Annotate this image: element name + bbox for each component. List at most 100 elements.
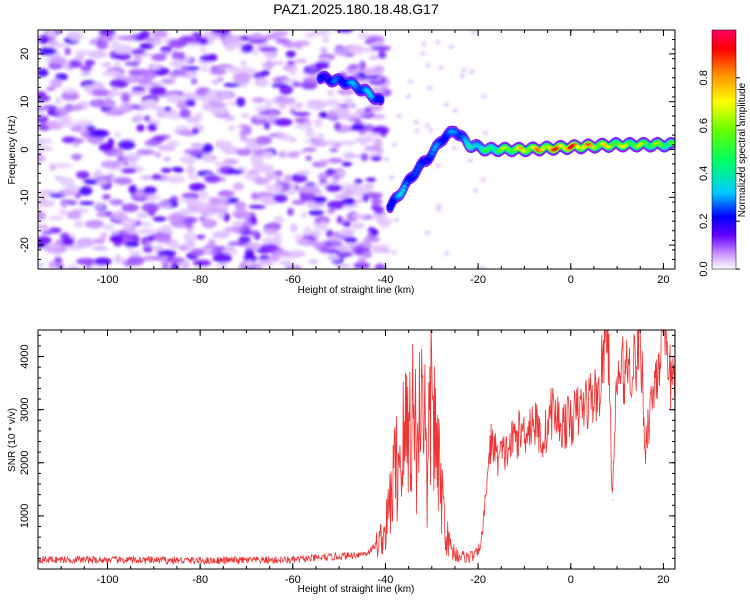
- noise-blob: [84, 59, 96, 66]
- noise-blob: [109, 198, 124, 206]
- noise-blob: [264, 200, 274, 206]
- noise-blob: [364, 145, 382, 152]
- noise-blob: [338, 140, 357, 146]
- noise-blob: [196, 95, 206, 101]
- snr-point: [616, 377, 618, 379]
- x-tick-label: -40: [378, 574, 394, 586]
- noise-blob: [468, 158, 474, 163]
- noise-blob: [204, 174, 222, 184]
- noise-blob: [67, 264, 79, 269]
- noise-blob: [59, 199, 77, 204]
- noise-blob: [133, 113, 145, 122]
- snr-point: [454, 552, 456, 554]
- noise-blob: [207, 238, 216, 249]
- noise-blob: [287, 207, 294, 216]
- colorbar-ticks: 0.0 0.2 0.4 0.6 0.8: [698, 29, 740, 277]
- snr-point: [551, 409, 553, 411]
- noise-blob: [138, 221, 152, 227]
- signal-core: [402, 185, 407, 189]
- noise-blob: [391, 250, 397, 255]
- noise-blob: [370, 155, 382, 161]
- noise-blob: [61, 91, 80, 101]
- noise-blob: [319, 159, 329, 165]
- noise-blob: [243, 254, 258, 262]
- noise-blob: [258, 47, 278, 52]
- noise-blob: [198, 189, 209, 200]
- noise-blob: [123, 225, 137, 234]
- noise-blob: [91, 246, 109, 251]
- x-tick-label: -20: [470, 574, 486, 586]
- noise-blob: [354, 118, 362, 126]
- snr-point: [598, 393, 600, 395]
- snr-point: [570, 419, 572, 421]
- y-tick-label: 4000: [19, 344, 31, 368]
- noise-blob: [333, 49, 350, 56]
- noise-blob: [420, 51, 425, 56]
- x-tick-label: -40: [378, 274, 394, 286]
- noise-blob: [255, 135, 273, 145]
- noise-blob: [357, 32, 370, 39]
- noise-blob: [311, 229, 321, 238]
- noise-blob: [68, 31, 83, 42]
- snr-point: [417, 451, 419, 453]
- noise-blob: [46, 138, 53, 144]
- noise-blob: [140, 175, 153, 180]
- noise-blob: [92, 89, 111, 97]
- snr-point: [106, 559, 109, 561]
- noise-blob: [153, 233, 172, 243]
- snr-point: [653, 382, 655, 384]
- noise-blob: [367, 227, 376, 233]
- noise-blob: [300, 212, 308, 218]
- noise-blob: [95, 202, 104, 210]
- noise-blob: [357, 257, 367, 264]
- noise-blob: [201, 152, 213, 162]
- noise-blob: [49, 193, 66, 198]
- noise-blob: [335, 263, 352, 269]
- noise-blob: [294, 124, 312, 129]
- noise-blob: [66, 104, 83, 111]
- noise-blob: [364, 106, 371, 114]
- noise-blob: [318, 172, 329, 181]
- snr-point: [421, 345, 424, 347]
- noise-blob: [342, 97, 352, 104]
- noise-blob: [327, 254, 341, 261]
- noise-blob: [250, 217, 258, 226]
- noise-blob: [313, 196, 327, 204]
- noise-blob: [364, 67, 378, 76]
- noise-blob: [238, 236, 251, 243]
- noise-blob: [254, 77, 269, 87]
- noise-blob: [38, 94, 51, 102]
- noise-blob: [122, 153, 142, 159]
- noise-blob: [287, 151, 300, 159]
- noise-blob: [305, 103, 319, 109]
- signal-core: [670, 141, 675, 145]
- noise-blob: [265, 184, 283, 192]
- noise-blob: [461, 68, 467, 73]
- noise-blob: [380, 84, 389, 89]
- noise-blob: [185, 165, 196, 176]
- noise-blob: [188, 182, 206, 192]
- signal-core: [404, 181, 409, 185]
- noise-blob: [38, 106, 49, 111]
- noise-blob: [303, 226, 312, 236]
- snr-point: [375, 544, 377, 546]
- noise-blob: [308, 209, 324, 216]
- noise-blob: [291, 199, 306, 205]
- noise-blob: [179, 155, 198, 164]
- noise-blob: [384, 157, 389, 162]
- noise-blob: [201, 104, 215, 111]
- colorbar-tick-label: 0.6: [698, 118, 710, 133]
- noise-blob: [222, 212, 231, 222]
- noise-blob: [436, 203, 442, 208]
- noise-blob: [129, 250, 142, 256]
- noise-blob: [93, 238, 106, 245]
- noise-blob: [160, 46, 172, 53]
- noise-blob: [192, 259, 212, 267]
- noise-blob: [232, 72, 252, 83]
- noise-blob: [367, 80, 386, 86]
- noise-blob: [54, 256, 63, 264]
- noise-blob: [341, 161, 353, 167]
- noise-blob: [110, 40, 120, 51]
- noise-blob: [114, 254, 121, 264]
